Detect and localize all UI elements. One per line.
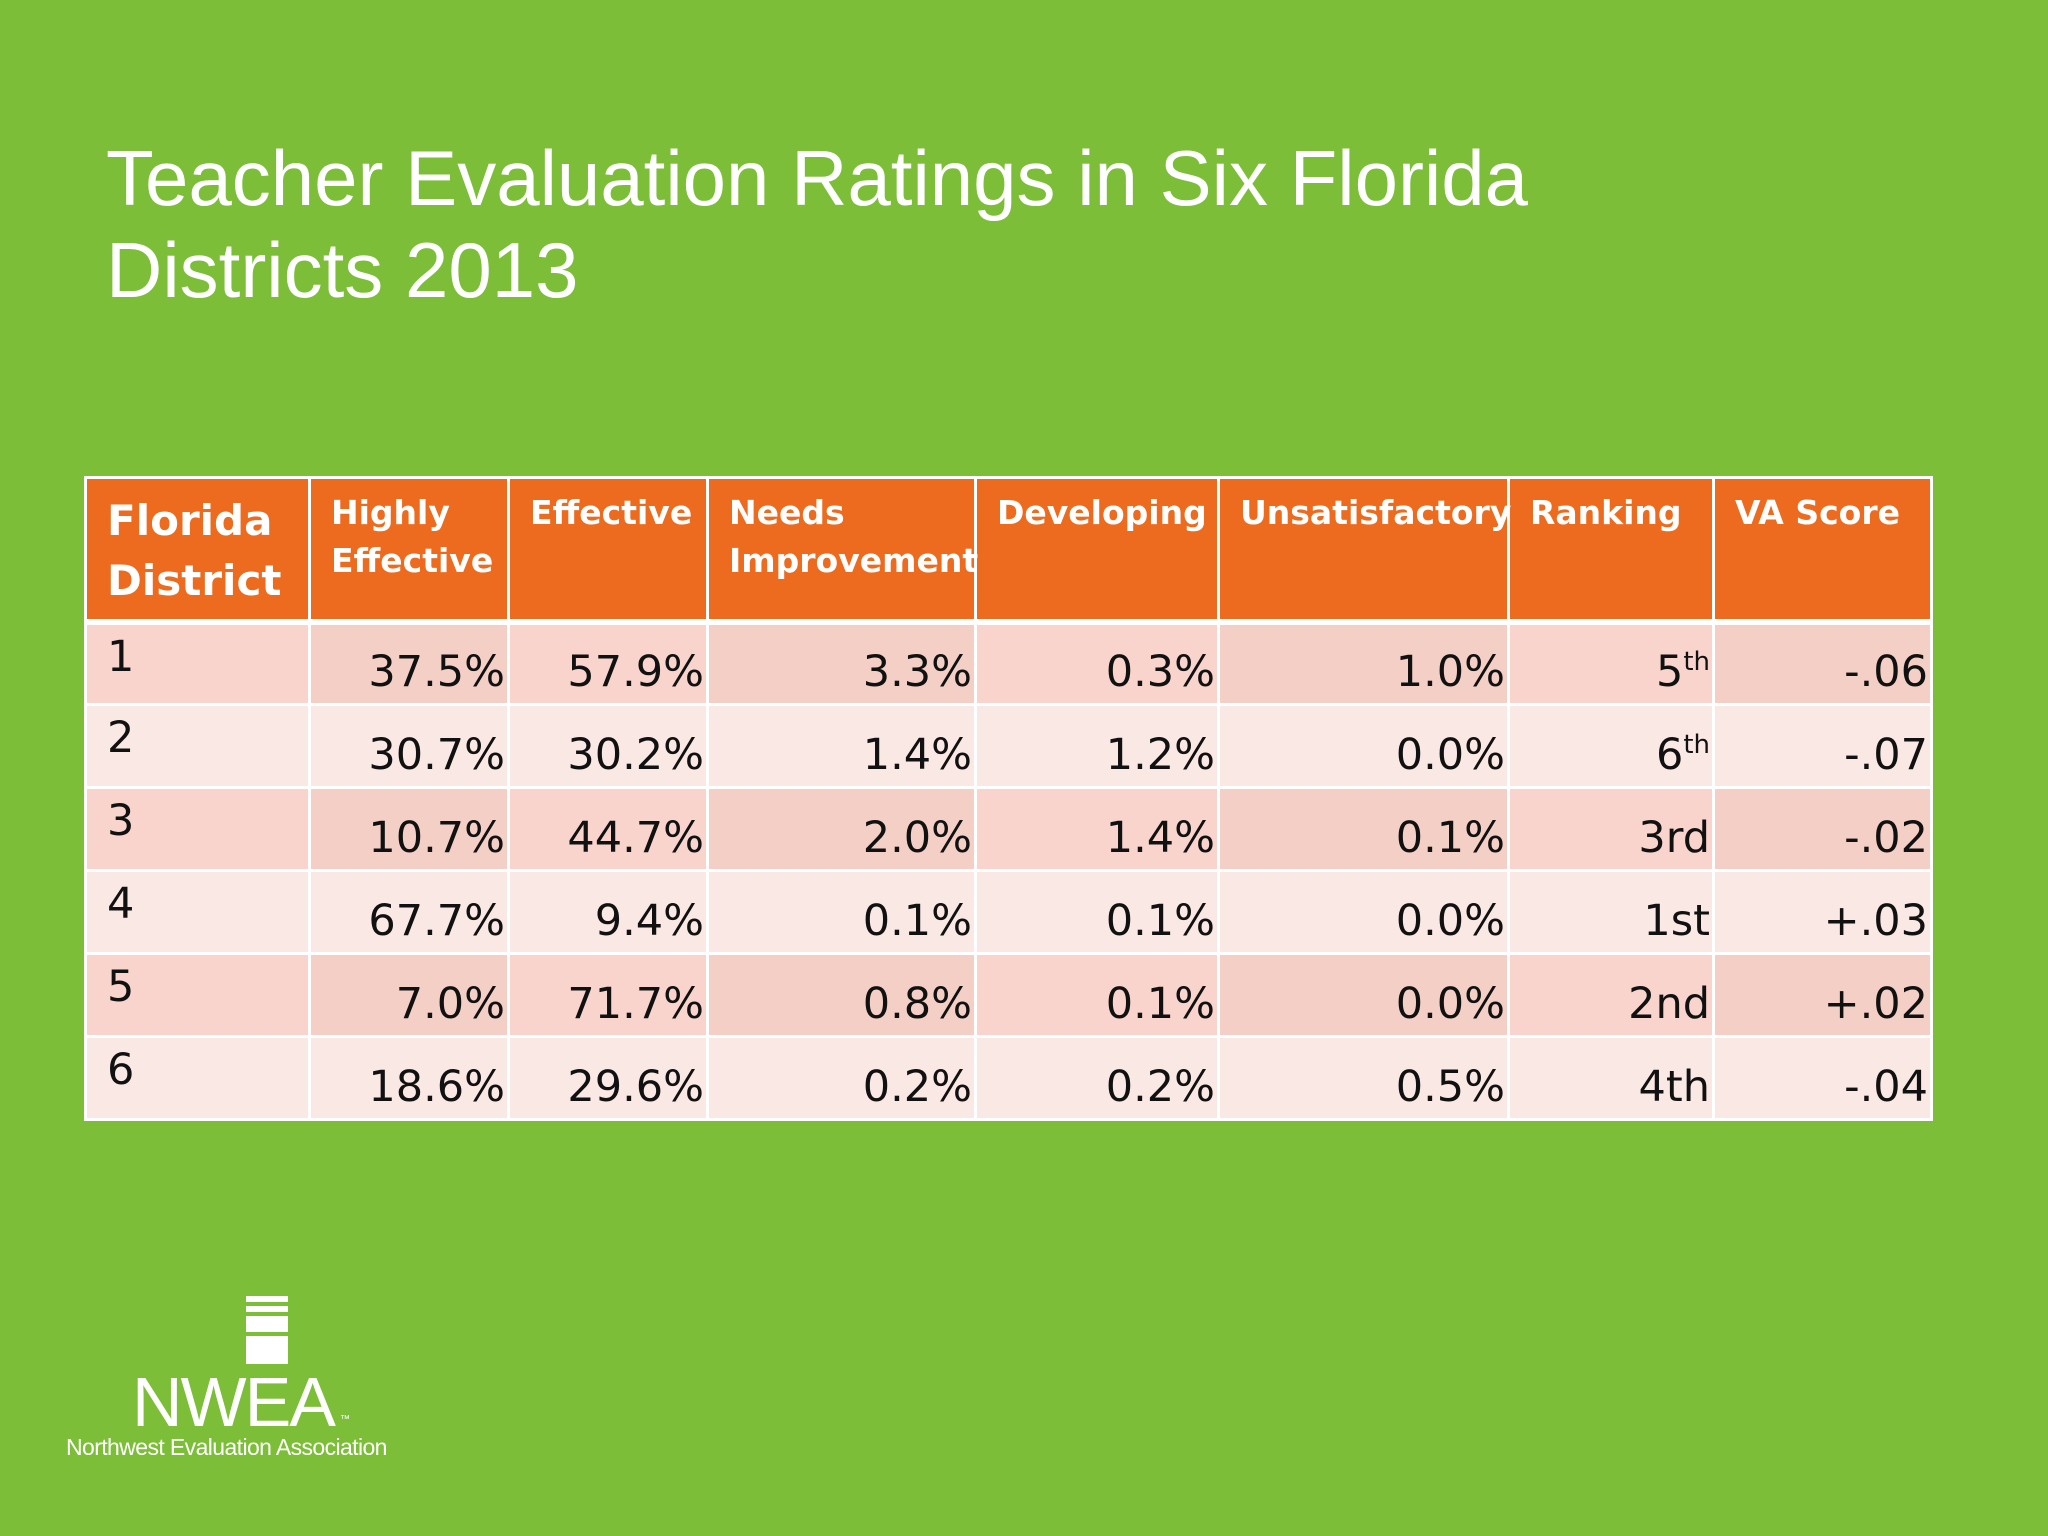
unsatisfactory-cell: 0.0%: [1217, 703, 1510, 789]
developing-cell: 1.4%: [974, 786, 1220, 872]
table-header-row: Florida District Highly Effective Effect…: [84, 476, 1933, 625]
ranking-cell: 6th: [1507, 703, 1715, 789]
effective-cell: 71.7%: [507, 952, 709, 1038]
column-header-unsatisfactory: Unsatisfactory: [1217, 476, 1511, 625]
developing-cell: 0.2%: [974, 1035, 1220, 1121]
column-header-effective: Effective: [507, 476, 709, 625]
highly-effective-cell: 67.7%: [308, 869, 510, 955]
table-row: 5 7.0% 71.7% 0.8% 0.1% 0.0% 2nd +.02: [84, 952, 1933, 1038]
highly-effective-cell: 18.6%: [308, 1035, 510, 1121]
nwea-stack-icon: [246, 1296, 288, 1364]
slide-title: Teacher Evaluation Ratings in Six Florid…: [106, 132, 1706, 316]
va-score-cell: -.04: [1712, 1035, 1933, 1121]
unsatisfactory-cell: 1.0%: [1217, 620, 1510, 706]
column-header-highly-effective: Highly Effective: [308, 476, 510, 625]
table-row: 1 37.5% 57.9% 3.3% 0.3% 1.0% 5th -.06: [84, 620, 1933, 706]
va-score-cell: +.02: [1712, 952, 1933, 1038]
needs-improvement-cell: 0.1%: [706, 869, 977, 955]
needs-improvement-cell: 2.0%: [706, 786, 977, 872]
ranking-cell: 2nd: [1507, 952, 1715, 1038]
ranking-suffix: th: [1683, 730, 1710, 760]
va-score-cell: -.06: [1712, 620, 1933, 706]
column-header-florida-district: Florida District: [84, 476, 311, 625]
unsatisfactory-cell: 0.5%: [1217, 1035, 1510, 1121]
unsatisfactory-cell: 0.0%: [1217, 869, 1510, 955]
developing-cell: 0.3%: [974, 620, 1220, 706]
highly-effective-cell: 7.0%: [308, 952, 510, 1038]
district-cell: 3: [84, 786, 311, 872]
district-cell: 5: [84, 952, 311, 1038]
nwea-logo: NWEA ™ Northwest Evaluation Association: [64, 1296, 424, 1466]
va-score-cell: -.02: [1712, 786, 1933, 872]
table-row: 2 30.7% 30.2% 1.4% 1.2% 0.0% 6th -.07: [84, 703, 1933, 789]
table-row: 4 67.7% 9.4% 0.1% 0.1% 0.0% 1st +.03: [84, 869, 1933, 955]
ranking-number: 5: [1655, 647, 1684, 697]
va-score-cell: -.07: [1712, 703, 1933, 789]
effective-cell: 9.4%: [507, 869, 709, 955]
effective-cell: 30.2%: [507, 703, 709, 789]
ratings-table: Florida District Highly Effective Effect…: [84, 476, 1933, 1121]
developing-cell: 1.2%: [974, 703, 1220, 789]
effective-cell: 29.6%: [507, 1035, 709, 1121]
ranking-cell: 3rd: [1507, 786, 1715, 872]
logo-wordmark: NWEA: [132, 1363, 336, 1441]
needs-improvement-cell: 3.3%: [706, 620, 977, 706]
logo-tagline: Northwest Evaluation Association: [66, 1434, 387, 1460]
column-header-needs-improvement: Needs Improvement: [706, 476, 978, 625]
needs-improvement-cell: 0.2%: [706, 1035, 977, 1121]
district-cell: 4: [84, 869, 311, 955]
slide-title-line-2: Districts 2013: [106, 226, 579, 314]
ranking-suffix: th: [1683, 647, 1710, 677]
slide-title-line-1: Teacher Evaluation Ratings in Six Florid…: [106, 134, 1529, 222]
needs-improvement-cell: 0.8%: [706, 952, 977, 1038]
ranking-number: 6: [1655, 730, 1684, 780]
developing-cell: 0.1%: [974, 952, 1220, 1038]
unsatisfactory-cell: 0.0%: [1217, 952, 1510, 1038]
table-row: 3 10.7% 44.7% 2.0% 1.4% 0.1% 3rd -.02: [84, 786, 1933, 872]
highly-effective-cell: 37.5%: [308, 620, 510, 706]
developing-cell: 0.1%: [974, 869, 1220, 955]
column-header-developing: Developing: [974, 476, 1220, 625]
district-cell: 1: [84, 620, 311, 706]
effective-cell: 57.9%: [507, 620, 709, 706]
logo-trademark: ™: [340, 1414, 350, 1425]
unsatisfactory-cell: 0.1%: [1217, 786, 1510, 872]
ranking-cell: 5th: [1507, 620, 1715, 706]
ranking-cell: 1st: [1507, 869, 1715, 955]
needs-improvement-cell: 1.4%: [706, 703, 977, 789]
district-cell: 2: [84, 703, 311, 789]
va-score-cell: +.03: [1712, 869, 1933, 955]
highly-effective-cell: 10.7%: [308, 786, 510, 872]
highly-effective-cell: 30.7%: [308, 703, 510, 789]
column-header-ranking: Ranking: [1507, 476, 1715, 625]
district-cell: 6: [84, 1035, 311, 1121]
table-row: 6 18.6% 29.6% 0.2% 0.2% 0.5% 4th -.04: [84, 1035, 1933, 1121]
effective-cell: 44.7%: [507, 786, 709, 872]
ranking-cell: 4th: [1507, 1035, 1715, 1121]
column-header-va-score: VA Score: [1712, 476, 1933, 625]
